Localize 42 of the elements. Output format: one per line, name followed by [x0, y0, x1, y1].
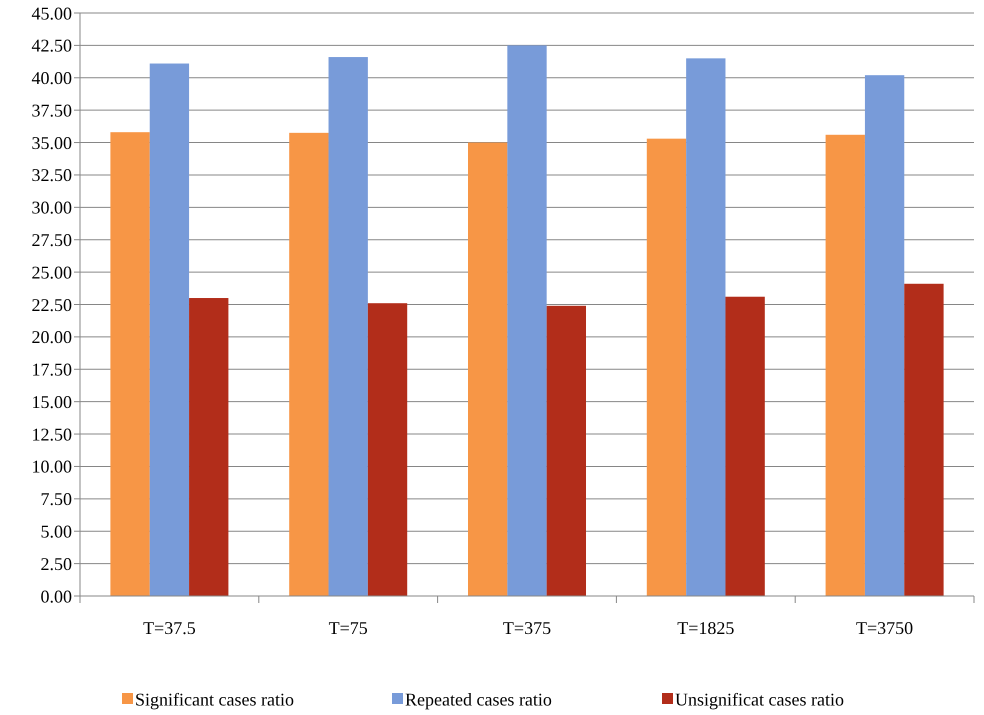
y-tick-label: 20.00: [32, 327, 72, 348]
y-tick-label: 7.50: [40, 489, 72, 510]
x-tick-label: T=375: [502, 618, 552, 638]
y-tick-label: 22.50: [32, 294, 72, 315]
bar: [289, 132, 329, 596]
bar: [546, 306, 586, 596]
y-tick-label: 45.00: [32, 3, 72, 24]
y-tick-label: 42.50: [32, 36, 72, 56]
bar: [686, 58, 726, 596]
bar: [725, 296, 765, 596]
y-tick-label: 37.50: [32, 100, 72, 120]
y-tick-label: 2.50: [40, 554, 72, 574]
y-tick-label: 12.50: [32, 424, 72, 444]
legend-label: Repeated cases ratio: [405, 689, 552, 710]
bar: [110, 132, 150, 596]
bar: [150, 64, 190, 596]
y-tick-label: 30.00: [32, 198, 72, 218]
y-tick-label: 32.50: [32, 165, 72, 186]
y-tick-label: 27.50: [32, 230, 72, 250]
x-tick-label: T=37.5: [143, 618, 196, 638]
bar: [904, 284, 944, 596]
bar: [507, 45, 547, 596]
bar: [864, 75, 904, 596]
y-tick-label: 40.00: [32, 68, 72, 88]
y-tick-label: 5.00: [40, 522, 72, 542]
legend-label: Unsignificat cases ratio: [675, 689, 844, 710]
y-tick-label: 0.00: [40, 586, 72, 606]
y-tick-label: 35.00: [32, 132, 72, 153]
bar: [468, 142, 508, 596]
bar: [189, 298, 228, 596]
y-tick-label: 10.00: [32, 456, 72, 477]
bar: [826, 134, 865, 596]
x-tick-label: T=3750: [856, 618, 914, 638]
x-tick-label: T=1825: [677, 618, 734, 638]
bar: [646, 138, 686, 596]
legend-label: Significant cases ratio: [135, 689, 294, 710]
bar: [368, 303, 408, 596]
x-tick-label: T=75: [328, 618, 368, 638]
y-tick-label: 17.50: [32, 360, 72, 380]
y-tick-label: 25.00: [32, 262, 72, 282]
y-tick-label: 15.00: [32, 392, 72, 412]
bar: [328, 57, 368, 596]
